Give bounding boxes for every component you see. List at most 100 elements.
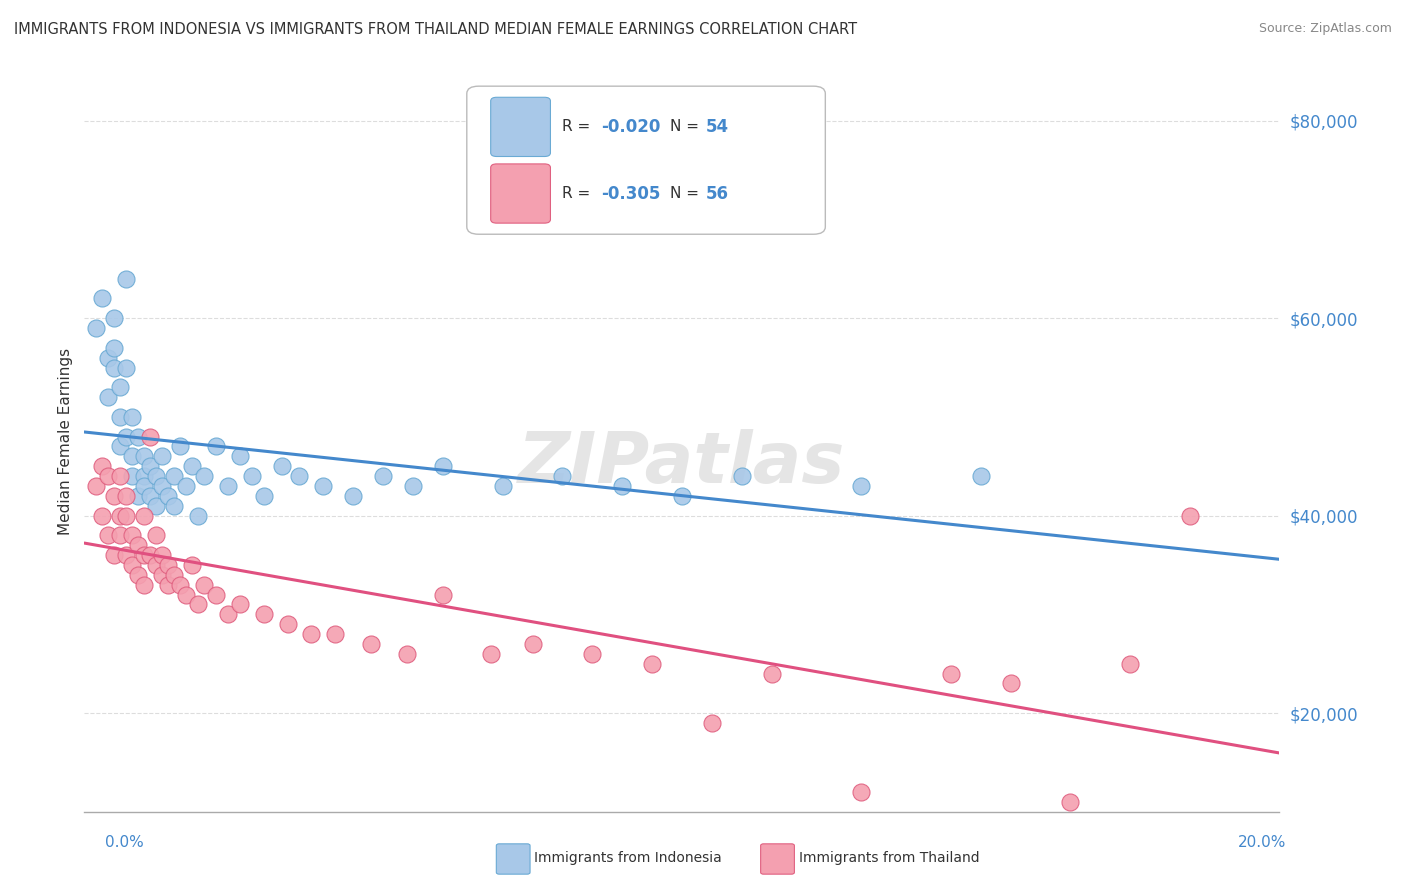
Point xyxy=(139,489,162,503)
Point xyxy=(150,479,173,493)
Point xyxy=(145,499,167,513)
Text: R =: R = xyxy=(562,186,596,201)
Point xyxy=(240,469,263,483)
FancyBboxPatch shape xyxy=(491,164,551,223)
Text: 56: 56 xyxy=(706,185,728,202)
Point xyxy=(851,479,873,493)
Point xyxy=(132,469,156,483)
Point xyxy=(110,528,132,542)
Point xyxy=(97,351,120,365)
Point xyxy=(145,528,167,542)
Point xyxy=(97,390,120,404)
Text: ZIPatlas: ZIPatlas xyxy=(519,429,845,499)
Point xyxy=(217,479,239,493)
Point xyxy=(228,598,252,612)
Point xyxy=(1000,676,1022,690)
Point xyxy=(110,440,132,454)
Point xyxy=(1059,795,1081,809)
Point xyxy=(91,508,114,523)
Point xyxy=(360,637,382,651)
Point xyxy=(288,469,311,483)
Text: -0.305: -0.305 xyxy=(600,185,659,202)
Point xyxy=(181,558,204,572)
Point xyxy=(121,450,143,464)
Point xyxy=(181,459,204,474)
Point xyxy=(121,528,143,542)
Text: N =: N = xyxy=(671,186,704,201)
Point xyxy=(1178,508,1201,523)
Point xyxy=(169,577,191,591)
Point xyxy=(115,429,138,443)
Point xyxy=(103,311,125,326)
Point xyxy=(174,479,197,493)
Point xyxy=(253,607,276,622)
Point xyxy=(970,469,993,483)
Point xyxy=(671,489,693,503)
Point xyxy=(157,558,180,572)
Point xyxy=(193,469,215,483)
Point xyxy=(157,489,180,503)
Point xyxy=(121,409,143,424)
Point xyxy=(187,508,209,523)
Point xyxy=(1119,657,1142,671)
Point xyxy=(121,469,143,483)
Point xyxy=(127,567,149,582)
Point xyxy=(522,637,544,651)
Point xyxy=(492,479,515,493)
Point xyxy=(86,321,108,335)
Point xyxy=(91,292,114,306)
Point xyxy=(132,548,156,562)
Point xyxy=(110,409,132,424)
Point xyxy=(150,548,173,562)
Point xyxy=(432,459,454,474)
Point xyxy=(581,647,603,661)
Text: Immigrants from Thailand: Immigrants from Thailand xyxy=(799,851,979,865)
Point xyxy=(342,489,364,503)
Point xyxy=(270,459,292,474)
Point xyxy=(187,598,209,612)
Point xyxy=(97,469,120,483)
Point xyxy=(110,380,132,394)
Text: Source: ZipAtlas.com: Source: ZipAtlas.com xyxy=(1258,22,1392,36)
Point xyxy=(115,489,138,503)
Point xyxy=(163,469,186,483)
Point xyxy=(479,647,502,661)
Text: 54: 54 xyxy=(706,118,728,136)
Point xyxy=(103,548,125,562)
Point xyxy=(139,429,162,443)
Point xyxy=(277,617,299,632)
Point xyxy=(612,479,634,493)
Text: -0.020: -0.020 xyxy=(600,118,659,136)
Point xyxy=(205,588,228,602)
Point xyxy=(402,479,425,493)
Point xyxy=(228,450,252,464)
Point xyxy=(700,715,723,730)
Point xyxy=(761,666,783,681)
Point xyxy=(139,459,162,474)
Point xyxy=(325,627,347,641)
Point xyxy=(163,499,186,513)
Point xyxy=(163,567,186,582)
Point xyxy=(127,429,149,443)
Point xyxy=(132,508,156,523)
Point xyxy=(145,558,167,572)
Text: IMMIGRANTS FROM INDONESIA VS IMMIGRANTS FROM THAILAND MEDIAN FEMALE EARNINGS COR: IMMIGRANTS FROM INDONESIA VS IMMIGRANTS … xyxy=(14,22,858,37)
FancyBboxPatch shape xyxy=(491,97,551,156)
Point xyxy=(851,785,873,799)
Point xyxy=(127,538,149,552)
Point xyxy=(103,341,125,355)
Point xyxy=(396,647,419,661)
Point xyxy=(205,440,228,454)
Point xyxy=(253,489,276,503)
Text: 20.0%: 20.0% xyxy=(1239,836,1286,850)
Point xyxy=(301,627,323,641)
Point xyxy=(939,666,962,681)
Point xyxy=(110,469,132,483)
Point xyxy=(145,469,167,483)
Point xyxy=(731,469,754,483)
Point xyxy=(193,577,215,591)
Text: R =: R = xyxy=(562,120,596,135)
Point xyxy=(169,440,191,454)
Point xyxy=(217,607,239,622)
Point xyxy=(97,528,120,542)
